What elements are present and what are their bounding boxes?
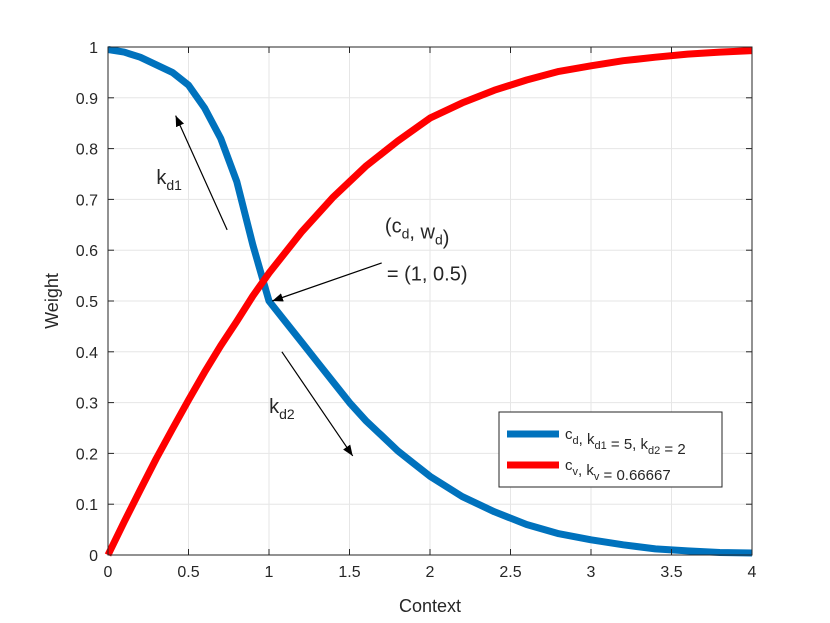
legend-label-0: cd, kd1 = 5, kd2 = 2 (565, 426, 686, 458)
annotations-layer: kd1 kd2 (cd, wd) = (1, 0.5) (156, 115, 468, 457)
annotation-kd1-arrow (175, 115, 228, 231)
annotation-point-label-line-1: = (1, 0.5) (387, 263, 468, 285)
y-tick-label: 0.1 (76, 497, 98, 514)
y-tick-label: 0.5 (76, 294, 98, 311)
annotation-kd2-arrow (281, 351, 354, 457)
y-tick-label: 0.4 (76, 345, 98, 362)
x-axis-label: Context (399, 596, 461, 616)
series-line-0 (107, 46, 753, 557)
legend: cd, kd1 = 5, kd2 = 2cv, kv = 0.66667 (498, 411, 723, 488)
series-layer (104, 46, 753, 557)
y-tick-label: 0.2 (76, 446, 98, 463)
annotation-kd1-label: kd1 (156, 167, 182, 193)
x-tick-label: 0 (104, 564, 113, 581)
x-tick-label: 0.5 (177, 564, 199, 581)
y-tick-label: 0.3 (76, 396, 98, 413)
x-tick-label: 4 (748, 564, 757, 581)
x-tick-label: 2.5 (499, 564, 521, 581)
annotation-point-arrow (272, 262, 382, 302)
axis-ticks: 0 0.5 1 1.5 2 2.5 3 3.5 4 0 0.1 0.2 0.3 0.4 0.5 0.6 0.7 0… (76, 40, 757, 581)
annotation-point-label-line-0: (cd, wd) (385, 215, 450, 249)
y-tick-label: 0 (89, 548, 98, 565)
annotation-kd2-label: kd2 (269, 396, 295, 422)
y-tick-label: 0.9 (76, 91, 98, 108)
y-tick-label: 0.7 (76, 192, 98, 209)
y-tick-label: 0.6 (76, 243, 98, 260)
x-tick-label: 3 (587, 564, 596, 581)
x-tick-label: 3.5 (660, 564, 682, 581)
x-tick-label: 2 (426, 564, 435, 581)
x-tick-label: 1.5 (338, 564, 360, 581)
x-tick-label: 1 (265, 564, 274, 581)
legend-box (498, 411, 723, 488)
y-tick-label: 1 (89, 40, 98, 57)
legend-label-1: cv, kv = 0.66667 (565, 457, 671, 484)
y-tick-label: 0.8 (76, 142, 98, 159)
series-line-1 (104, 47, 753, 557)
y-axis-label: Weight (42, 273, 62, 329)
